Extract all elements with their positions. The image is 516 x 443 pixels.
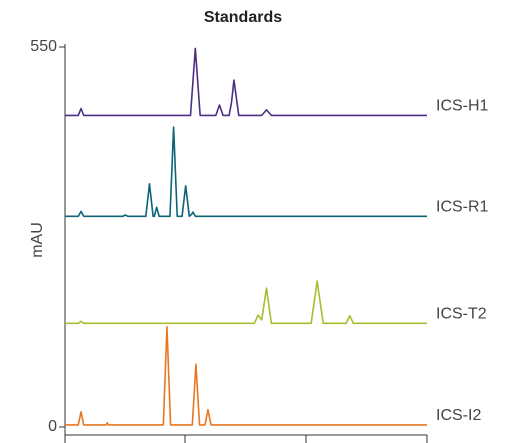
legend-label: ICS-T2 [436,306,487,323]
trace [65,280,427,325]
trace [65,126,427,218]
trace [65,326,427,426]
legend-label: ICS-I2 [436,407,481,424]
chart-title: Standards [204,9,282,26]
y-tick-label: 550 [30,38,57,55]
y-tick-label: 0 [48,418,57,435]
legend-label: ICS-R1 [436,198,489,215]
y-axis-label: mAU [29,222,46,258]
legend-label: ICS-H1 [436,98,489,115]
trace [65,47,427,117]
